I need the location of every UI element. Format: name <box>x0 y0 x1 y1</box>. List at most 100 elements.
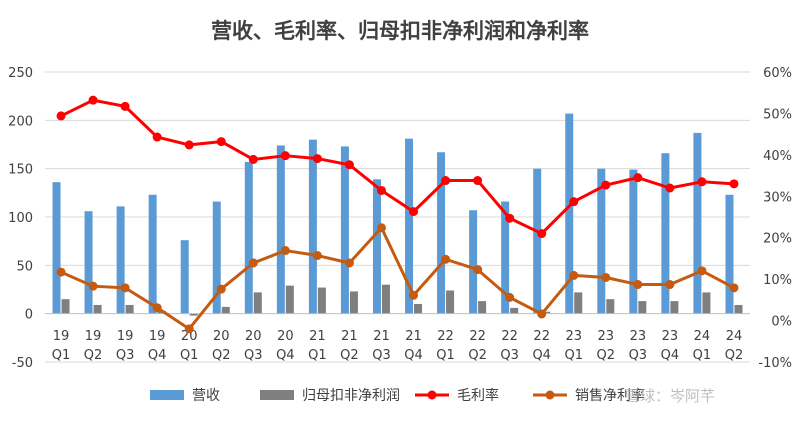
legend-swatch <box>150 390 184 400</box>
revenue-bar <box>501 201 510 314</box>
legend: 营收 归母扣非净利润 毛利率 销售净利率 <box>150 387 645 404</box>
net-margin-point <box>505 292 515 302</box>
gross-margin-point <box>441 176 451 186</box>
gross-margin-point <box>729 179 739 189</box>
revenue-bar <box>180 240 189 314</box>
net-profit-bar <box>414 304 423 314</box>
x-tick-quarter: Q1 <box>564 348 583 363</box>
net-margin-point <box>441 254 451 264</box>
x-tick-year: 22 <box>469 329 486 344</box>
x-tick-year: 24 <box>726 329 743 344</box>
x-tick-year: 23 <box>662 329 679 344</box>
net-margin-point <box>312 251 322 261</box>
right-tick-label: -10% <box>758 356 792 371</box>
x-tick-year: 21 <box>405 329 422 344</box>
net-margin-point <box>120 283 130 293</box>
x-tick-year: 19 <box>117 329 134 344</box>
net-profit-bar <box>606 299 615 314</box>
net-margin-point <box>56 267 66 277</box>
net-profit-bar <box>542 311 551 314</box>
gross-margin-point <box>633 173 643 183</box>
revenue-bar <box>84 211 93 314</box>
revenue-bar <box>629 169 638 314</box>
net-profit-bar <box>93 304 102 314</box>
x-tick-quarter: Q4 <box>661 348 680 363</box>
revenue-bar <box>340 146 349 314</box>
x-tick-year: 20 <box>277 329 294 344</box>
revenue-bar <box>116 206 125 314</box>
revenue-bar <box>52 182 61 314</box>
right-axis-ticks: -10% 0% 10% 20% 30% 40% 50% 60% <box>758 66 792 371</box>
x-tick-year: 20 <box>245 329 262 344</box>
net-profit-bar <box>125 304 134 314</box>
x-tick-quarter: Q3 <box>116 348 135 363</box>
revenue-bar <box>565 113 574 314</box>
net-profit-bar <box>734 304 743 314</box>
net-profit-bar <box>478 301 487 314</box>
net-margin-point <box>184 324 194 334</box>
gross-margin-line <box>56 95 739 239</box>
legend-label: 销售净利率 <box>575 387 645 404</box>
revenue-bar <box>597 168 606 314</box>
revenue-bar <box>308 139 317 314</box>
gross-margin-point <box>376 185 386 195</box>
x-axis-ticks: 19 Q1 19 Q2 19 Q3 19 Q4 20 Q1 20 Q2 20 Q3 20 Q4 21 Q1 21 Q2… <box>52 329 743 363</box>
x-tick-quarter: Q4 <box>404 348 423 363</box>
x-tick-quarter: Q1 <box>693 348 712 363</box>
x-tick-quarter: Q2 <box>340 348 359 363</box>
x-tick-year: 22 <box>501 329 518 344</box>
revenue-bar <box>405 138 414 314</box>
x-tick-quarter: Q3 <box>372 348 391 363</box>
gross-margin-point <box>120 101 130 111</box>
x-tick-year: 20 <box>181 329 198 344</box>
gross-margin-point <box>473 176 483 186</box>
x-tick-quarter: Q1 <box>308 348 327 363</box>
net-margin-point <box>665 280 675 290</box>
x-tick-quarter: Q4 <box>276 348 295 363</box>
revenue-bar <box>276 145 285 314</box>
net-profit-bar <box>349 291 358 314</box>
x-tick-year: 19 <box>53 329 70 344</box>
left-tick-label: 0 <box>25 308 33 323</box>
net-profit-bars <box>61 284 743 316</box>
left-tick-label: 50 <box>16 259 33 274</box>
x-tick-quarter: Q2 <box>84 348 103 363</box>
left-tick-label: 200 <box>8 114 33 129</box>
legend-label: 营收 <box>192 388 220 404</box>
x-tick-quarter: Q2 <box>212 348 231 363</box>
right-tick-label: 40% <box>763 149 792 164</box>
revenue-bar <box>469 210 478 314</box>
net-margin-point <box>537 309 547 319</box>
net-margin-point <box>152 303 162 313</box>
net-profit-bar <box>61 299 70 314</box>
net-margin-point <box>569 270 579 280</box>
right-tick-label: 0% <box>771 315 792 330</box>
net-margin-point <box>376 223 386 233</box>
net-profit-bar <box>702 292 711 314</box>
net-profit-bar <box>510 307 519 314</box>
gross-margin-point <box>88 95 98 105</box>
x-tick-year: 21 <box>309 329 326 344</box>
watermark-text: 雪球：岑阿芊 <box>625 387 715 405</box>
gross-margin-point <box>601 180 611 190</box>
gross-margin-point <box>248 154 258 164</box>
gross-margin-point <box>537 229 547 239</box>
revenue-bar <box>533 168 542 314</box>
net-margin-point <box>344 258 354 268</box>
net-margin-point <box>601 272 611 282</box>
net-profit-bar <box>285 285 294 314</box>
gross-margin-point <box>665 183 675 193</box>
net-profit-bar <box>638 301 647 314</box>
net-margin-point <box>729 283 739 293</box>
legend-label: 毛利率 <box>457 387 499 404</box>
legend-label: 归母扣非净利润 <box>302 387 400 404</box>
revenue-bar <box>212 201 221 314</box>
net-profit-bar <box>189 313 198 316</box>
x-tick-year: 22 <box>437 329 454 344</box>
right-tick-label: 50% <box>763 107 792 122</box>
gross-margin-point <box>344 160 354 170</box>
x-tick-quarter: Q3 <box>629 348 648 363</box>
net-profit-bar <box>670 301 679 314</box>
x-tick-quarter: Q2 <box>725 348 744 363</box>
left-tick-label: 150 <box>8 163 33 178</box>
